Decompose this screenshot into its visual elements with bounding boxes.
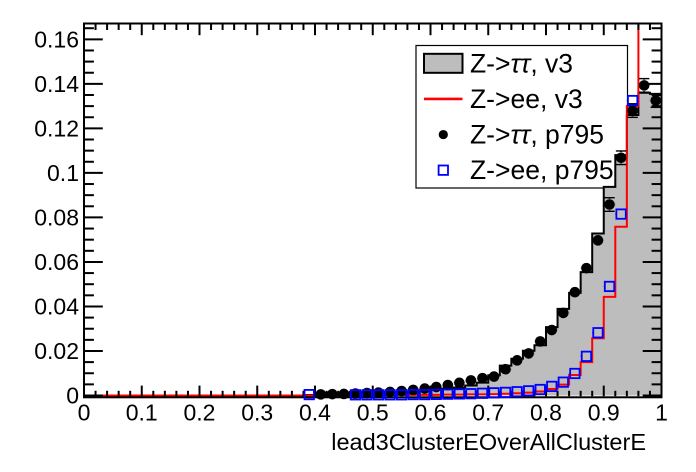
data-point-square <box>511 386 523 398</box>
legend-label: Z->ττ, v3 <box>470 48 573 78</box>
data-point-circle <box>488 371 500 382</box>
legend-label: Z->ττ, p795 <box>470 120 604 150</box>
data-point-square <box>407 389 419 401</box>
x-tick-label: 0.2 <box>184 400 216 426</box>
legend: Z->ττ, v3 Z->ee, v3 Z->ττ, p795 Z->ee, p795 <box>415 44 629 189</box>
data-point-circle <box>569 286 581 298</box>
data-point-circle <box>442 379 454 391</box>
data-point-square <box>546 380 558 392</box>
data-point-circle <box>604 199 615 210</box>
data-point-circle <box>419 383 431 394</box>
data-point-circle <box>465 375 477 386</box>
data-point-circle <box>558 307 569 319</box>
data-point-square <box>419 389 431 401</box>
data-point-square <box>499 386 512 398</box>
legend-label: Z->ee, p795 <box>470 155 614 185</box>
x-tick-label: 0.6 <box>415 400 447 426</box>
data-point-circle <box>511 355 523 366</box>
data-point-square <box>488 387 500 399</box>
x-tick-label: 0.7 <box>472 400 504 426</box>
data-point-circle <box>627 105 638 116</box>
data-point-circle <box>327 388 338 400</box>
data-point-square <box>557 376 569 388</box>
data-point-square <box>523 385 535 397</box>
legend-entry: Z->ee, v3 <box>424 84 583 114</box>
axes-frame <box>83 22 663 399</box>
data-point-circle <box>373 387 384 398</box>
data-point-circle <box>384 386 396 398</box>
data-point-circle <box>315 389 327 400</box>
data-point-square <box>534 383 546 396</box>
data-point-square <box>430 388 442 400</box>
plot-frame <box>83 22 663 399</box>
legend-entry: Z->ττ, p795 <box>438 120 604 150</box>
data-point-circle <box>638 80 650 91</box>
x-tick-label: 0.4 <box>299 400 331 426</box>
data-point-square <box>569 367 581 380</box>
data-point-square <box>442 388 454 400</box>
data-point-square <box>453 388 465 400</box>
data-point-circle <box>500 363 511 375</box>
legend-entry: Z->ττ, v3 <box>423 48 573 78</box>
data-point-square <box>580 350 593 362</box>
legend-swatch-blue-square <box>437 164 449 176</box>
data-point-circle <box>338 388 350 400</box>
data-point-circle <box>592 235 604 246</box>
x-tick-label: 0 <box>78 400 91 426</box>
legend-label: Z->ee, v3 <box>470 84 583 114</box>
data-point-circle <box>477 372 488 384</box>
series-zee-p795-markers <box>303 94 639 401</box>
legend-entry: Z->ee, p795 <box>437 155 614 185</box>
data-point-square <box>627 94 639 107</box>
data-point-circle <box>615 152 627 164</box>
data-point-circle <box>581 262 592 274</box>
y-tick-label: 0.08 <box>34 204 79 230</box>
x-tick-label: 0.8 <box>530 400 562 426</box>
y-tick-label: 0.02 <box>34 338 79 364</box>
data-point-circle <box>454 377 465 389</box>
series-ztautau-v3-fill <box>84 92 662 396</box>
data-point-square <box>349 389 362 401</box>
data-point-square <box>361 389 373 401</box>
data-point-circle <box>534 336 546 347</box>
y-tick-label: 0 <box>66 383 79 409</box>
y-tick-label: 0.14 <box>34 71 79 97</box>
x-tick-label: 0.1 <box>126 400 158 426</box>
x-tick-label: 1 <box>655 400 668 426</box>
data-point-circle <box>396 385 407 397</box>
x-tick-label: 0.5 <box>357 400 389 426</box>
y-tick-label: 0.12 <box>34 115 79 141</box>
data-point-square <box>615 208 627 220</box>
data-point-circle <box>650 95 662 106</box>
legend-swatch-gray-box <box>423 52 464 74</box>
x-tick-label: 0.3 <box>241 400 273 426</box>
data-point-square <box>303 389 315 401</box>
y-tick-label: 0.1 <box>47 160 79 186</box>
data-point-square <box>372 389 385 401</box>
data-point-square <box>603 280 616 293</box>
x-axis-tick-labels: 0 0.1 0.2 0.3 0.4 0.5 0.6 0.7 0.8 0.9 1 <box>78 400 668 426</box>
data-point-square <box>476 387 489 399</box>
data-point-circle <box>430 381 442 393</box>
x-tick-label: 0.9 <box>588 400 620 426</box>
data-point-square <box>465 388 477 400</box>
data-point-circle <box>546 324 558 336</box>
y-tick-label: 0.16 <box>34 26 79 52</box>
y-tick-label: 0.06 <box>34 249 79 275</box>
x-axis-title: lead3ClusterEOverAllClusterE <box>331 429 646 455</box>
series-ztautau-p795-markers <box>314 77 662 400</box>
data-point-circle <box>523 348 534 359</box>
legend-swatch-black-circle <box>438 129 448 140</box>
y-axis-tick-labels: 0 0.02 0.04 0.06 0.08 0.1 0.12 0.14 0.16 <box>34 26 79 408</box>
data-point-square <box>592 327 604 339</box>
y-tick-label: 0.04 <box>34 293 79 319</box>
data-point-square <box>396 389 408 401</box>
data-point-square <box>384 389 396 401</box>
